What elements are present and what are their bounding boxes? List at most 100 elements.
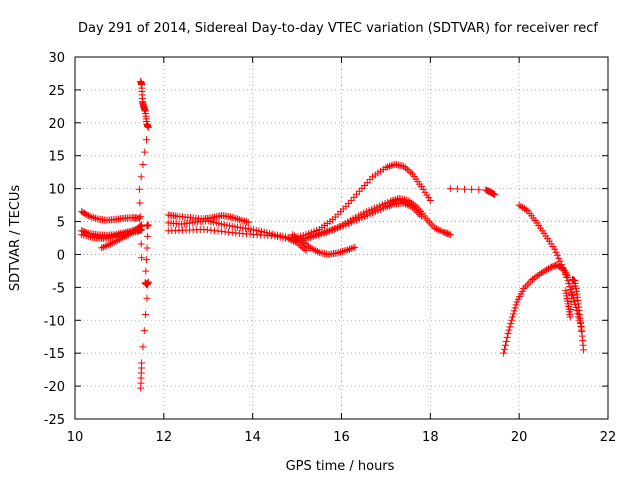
data-point (284, 235, 292, 243)
data-point (115, 235, 123, 243)
data-point (568, 290, 576, 298)
data-point (88, 213, 96, 221)
data-point (508, 316, 516, 324)
x-tick-label: 18 (422, 430, 439, 445)
data-point (294, 234, 302, 242)
data-point (507, 320, 515, 328)
data-point (121, 233, 129, 241)
data-point (290, 232, 298, 240)
data-point (560, 267, 568, 275)
data-point (138, 254, 146, 262)
data-point (509, 313, 517, 321)
data-point (239, 217, 247, 225)
data-point (574, 310, 582, 318)
data-point (541, 267, 549, 275)
data-point (417, 212, 425, 220)
data-point (382, 164, 390, 172)
data-point (143, 294, 151, 302)
grid-lines (75, 57, 608, 419)
data-point (431, 224, 439, 232)
plot-frame (74, 56, 609, 420)
data-point (340, 247, 348, 255)
data-point (290, 237, 298, 245)
data-point (289, 231, 297, 239)
data-point (230, 214, 238, 222)
series-track-d-early-rising (98, 221, 146, 252)
data-point (84, 212, 92, 220)
data-point (385, 202, 393, 210)
data-point (335, 249, 343, 257)
data-point (555, 254, 563, 262)
data-point (347, 245, 355, 253)
series-track-a-early-upper (78, 208, 143, 224)
data-point (301, 240, 309, 248)
data-point (525, 279, 533, 287)
data-point (515, 201, 523, 209)
data-point (521, 283, 529, 291)
data-point (565, 280, 573, 288)
data-point (509, 310, 517, 318)
data-point (401, 164, 409, 172)
data-point (83, 211, 91, 219)
data-point (123, 232, 131, 240)
data-point (569, 294, 577, 302)
data-point (530, 274, 538, 282)
data-point (292, 233, 300, 241)
data-point (405, 167, 413, 175)
data-point (445, 230, 453, 238)
data-point (90, 214, 98, 222)
data-point (342, 247, 350, 255)
data-point (544, 265, 552, 273)
data-point (108, 239, 116, 247)
data-point (528, 275, 536, 283)
data-point (568, 283, 576, 291)
data-point (433, 225, 441, 233)
data-point (387, 162, 395, 170)
data-point (105, 241, 113, 249)
data-point (112, 237, 120, 245)
data-point (504, 329, 512, 337)
data-point (551, 245, 559, 253)
data-point (91, 214, 99, 222)
series-track-i-peak-8 (293, 195, 454, 244)
x-tick-label: 16 (333, 430, 350, 445)
data-point (143, 136, 151, 144)
data-point (142, 267, 150, 275)
data-point (382, 203, 390, 211)
data-point (124, 231, 132, 239)
series-track-e-mid-upper (164, 211, 252, 226)
data-point (503, 333, 511, 341)
data-point (344, 246, 352, 254)
data-point (385, 162, 393, 170)
data-point (232, 215, 240, 223)
data-point (537, 269, 545, 277)
y-tick-label: 0 (57, 248, 65, 263)
data-point (387, 201, 395, 209)
data-point (137, 226, 145, 234)
data-point (117, 234, 125, 242)
series-track-j-peak-7 (302, 199, 425, 242)
data-point (570, 297, 578, 305)
data-point (390, 196, 398, 204)
data-point (135, 185, 143, 193)
data-point (522, 206, 530, 214)
data-point (298, 243, 306, 251)
data-point (137, 240, 145, 248)
data-point (568, 291, 576, 299)
data-point (139, 343, 147, 351)
data-point (532, 273, 540, 281)
y-tick-label: 5 (57, 216, 65, 231)
data-point (580, 346, 588, 354)
x-tick-label: 20 (511, 430, 528, 445)
x-tick-label: 10 (67, 430, 84, 445)
data-point (446, 231, 454, 239)
data-point (557, 260, 565, 268)
y-tick-label: 10 (48, 183, 65, 198)
data-point (310, 246, 318, 254)
data-point (534, 272, 542, 280)
data-point (407, 202, 415, 210)
axis-ticks: 10 12 14 16 18 20 22 -25 -20 -15 -10 -5 0 5 10 15 20 25 30 (44, 51, 617, 445)
data-point (407, 169, 415, 177)
data-point (128, 229, 136, 237)
series-track-o-late-rising (500, 261, 572, 357)
